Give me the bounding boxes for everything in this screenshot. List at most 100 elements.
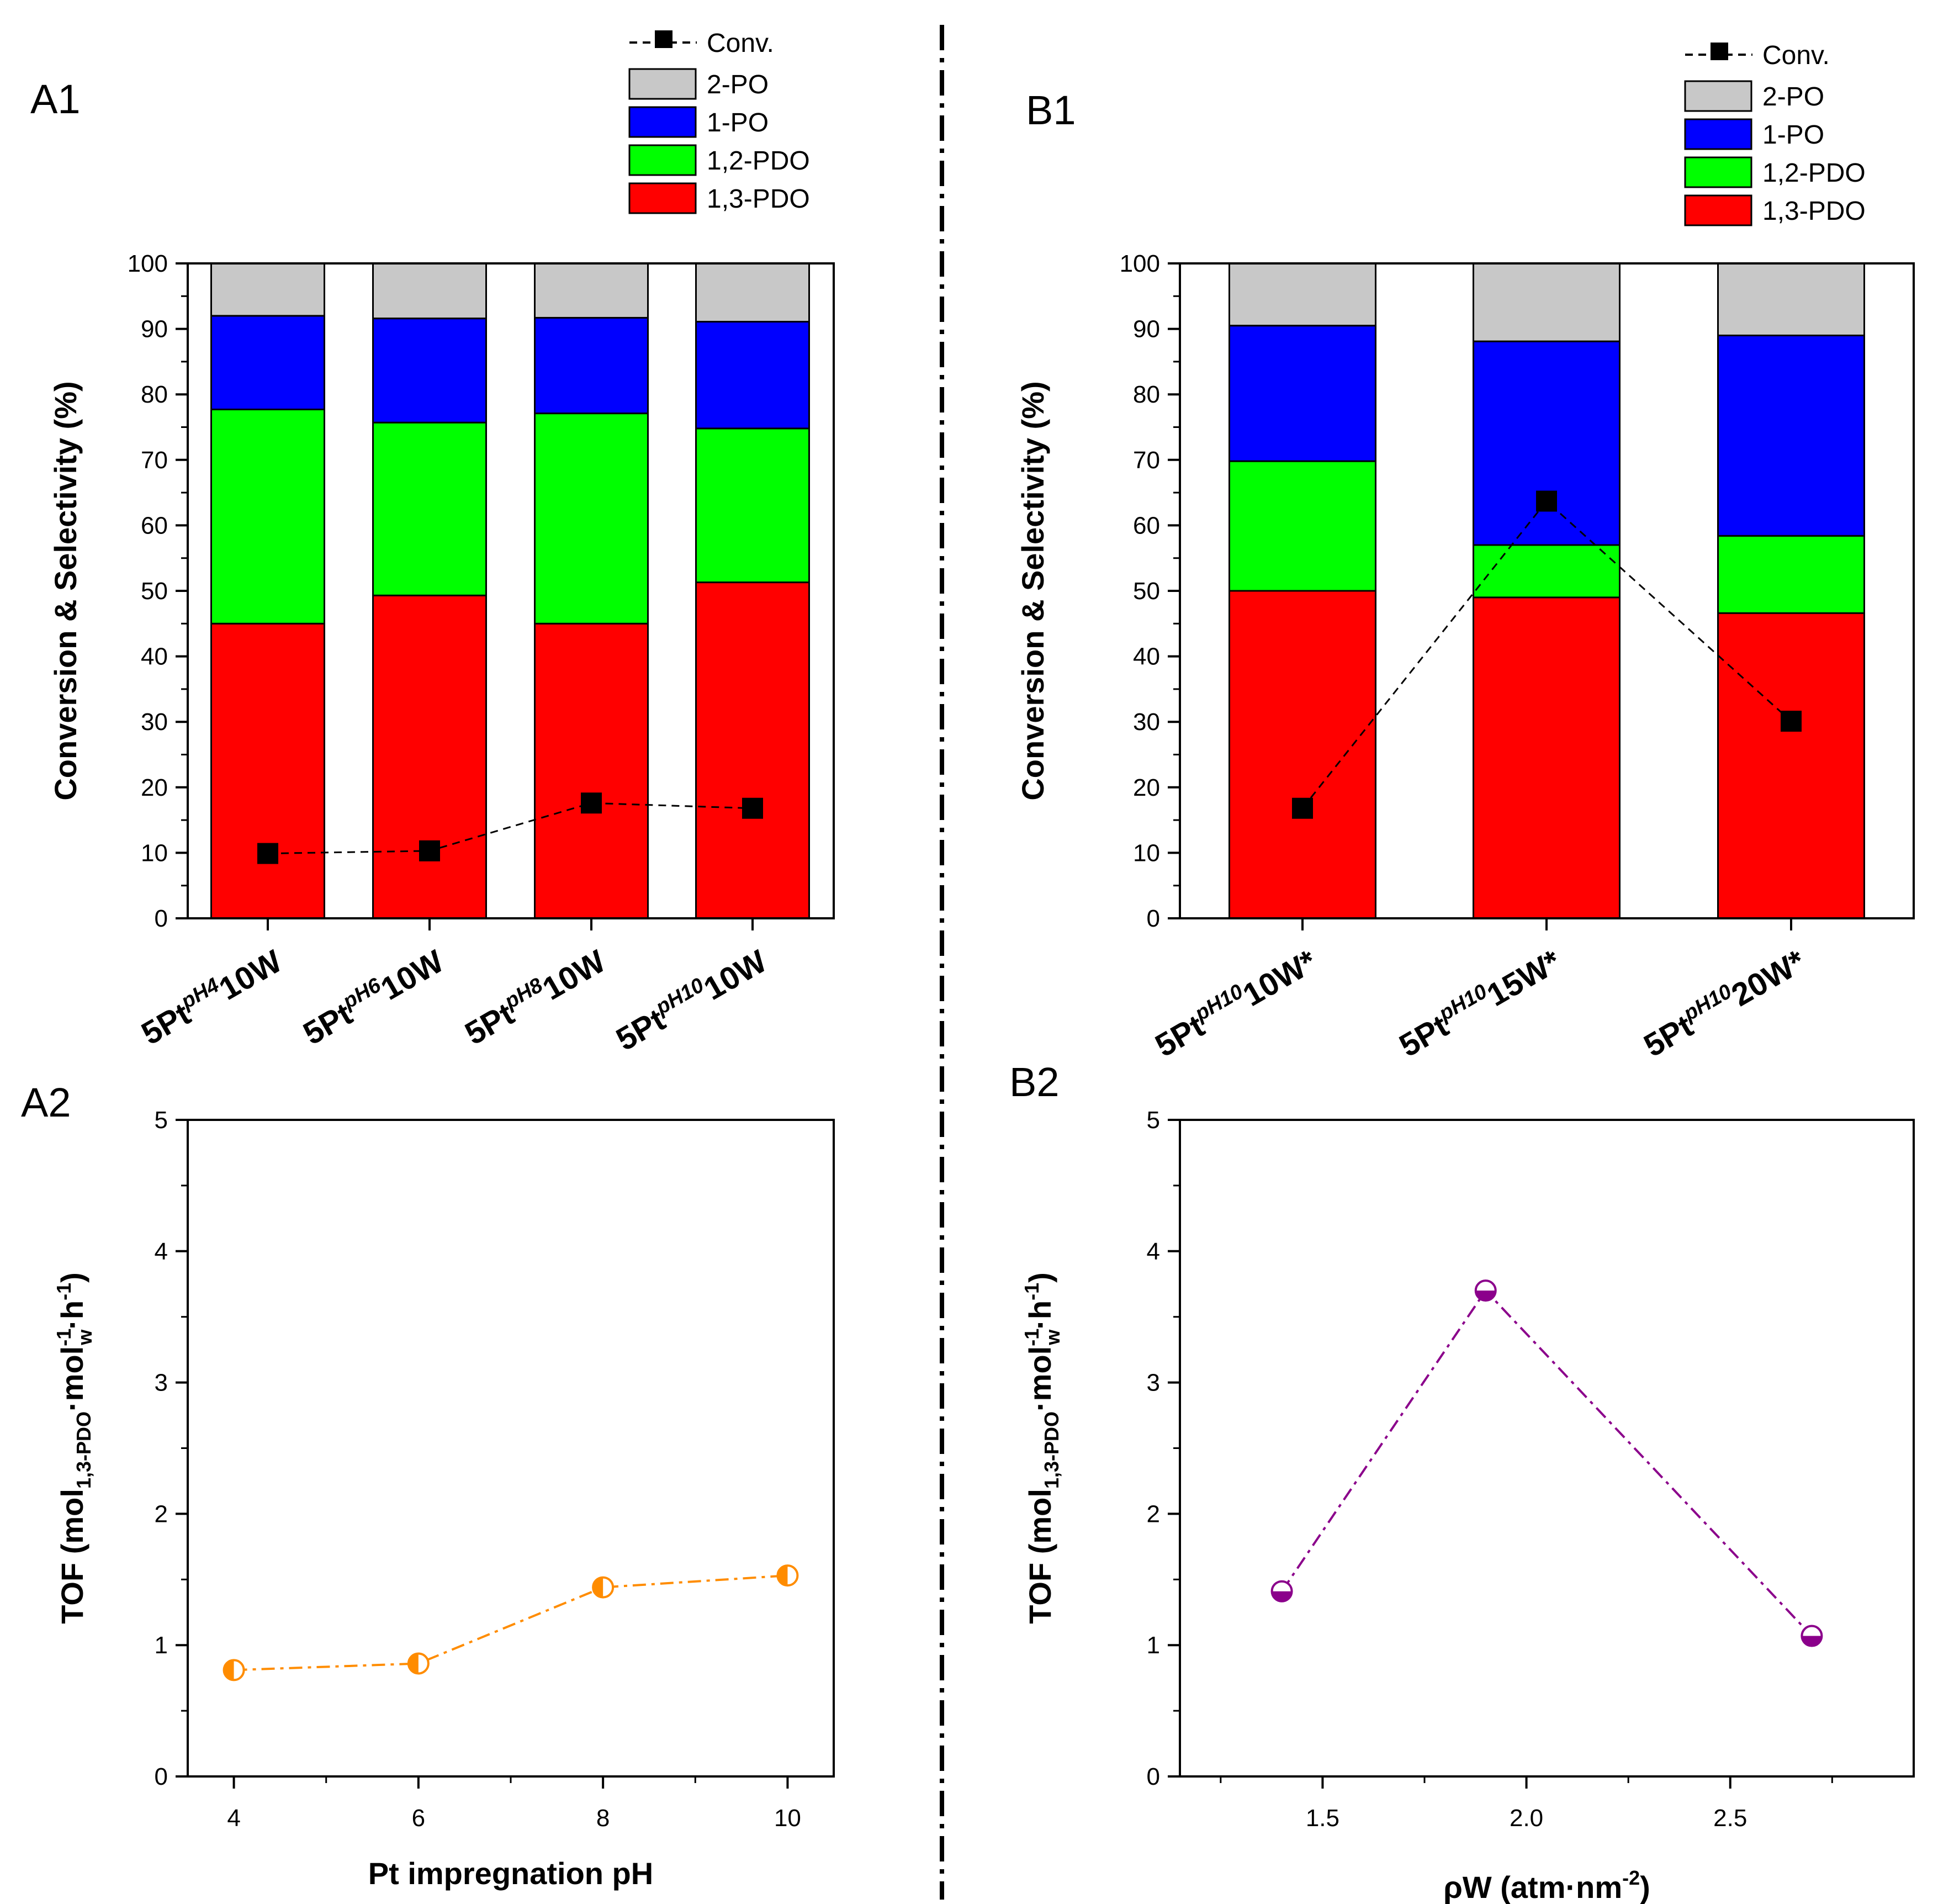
- y-tick-label: 2: [1147, 1500, 1160, 1527]
- y-axis-label: Conversion & Selectivity (%): [1015, 381, 1050, 800]
- data-point-half-fill: [224, 1660, 234, 1680]
- tof-line: [1280, 1288, 1813, 1637]
- y-tick-label: 10: [1133, 839, 1160, 866]
- y-tick-label: 20: [141, 774, 168, 801]
- conversion-point: [419, 840, 440, 861]
- y-tick-label: 30: [1133, 708, 1160, 736]
- x-category-label: 5PtpH1010W: [609, 941, 773, 1058]
- category-tail: 10W: [537, 943, 612, 1007]
- y-label-part: ·h: [1023, 1300, 1057, 1330]
- y-tick-label: 50: [141, 578, 168, 605]
- y-tick-label: 4: [1147, 1238, 1160, 1265]
- y-tick-label: 80: [1133, 381, 1160, 408]
- y-label-superscript: -1: [52, 1283, 75, 1300]
- category-superscript: pH10: [1190, 980, 1247, 1026]
- legend-label: Conv.: [707, 29, 774, 58]
- y-tick-label: 5: [1147, 1107, 1160, 1134]
- conversion-point: [581, 792, 602, 814]
- x-category-label: 5PtpH1015W*: [1392, 940, 1567, 1064]
- bar-segment: [1717, 612, 1865, 919]
- bar-segment: [1228, 460, 1376, 592]
- bar-segment: [695, 262, 810, 323]
- legend-label: Conv.: [1762, 41, 1830, 70]
- legend-swatch: [1684, 194, 1752, 226]
- x-tick-label: 2.5: [1713, 1805, 1747, 1832]
- x-category-label: 5PtpH810W: [458, 941, 612, 1052]
- bar-segment: [372, 594, 487, 919]
- conversion-point: [1536, 490, 1557, 512]
- y-tick-label: 4: [155, 1238, 168, 1265]
- y-axis-label: TOF (mol1,3-PDO·mol-1w·h-1): [52, 1272, 96, 1624]
- y-tick-label: 100: [1120, 250, 1160, 277]
- conversion-point: [1781, 711, 1802, 732]
- y-tick-label: 40: [141, 643, 168, 670]
- y-tick-label: 50: [1133, 578, 1160, 605]
- y-tick-label: 70: [1133, 447, 1160, 474]
- category-tail: 10W: [375, 943, 450, 1007]
- y-tick-label: 0: [1147, 905, 1160, 932]
- legend-swatch: [1684, 118, 1752, 150]
- conversion-point: [742, 797, 763, 819]
- bar-segment: [1717, 262, 1865, 336]
- y-tick-label: 90: [1133, 316, 1160, 343]
- legend-swatch: [628, 182, 697, 214]
- y-tick-label: 70: [141, 447, 168, 474]
- tof-line: [234, 1574, 788, 1672]
- bar-segment: [372, 421, 487, 596]
- category-tail: 10W*: [1237, 943, 1323, 1013]
- y-tick-label: 10: [141, 839, 168, 866]
- x-tick-label: 6: [412, 1805, 425, 1832]
- x-axis-label: ρW (atm·nm-2): [1443, 1866, 1650, 1904]
- y-tick-label: 0: [155, 1763, 168, 1790]
- x-tick-label: 1.5: [1306, 1805, 1339, 1832]
- y-tick-label: 0: [155, 905, 168, 932]
- data-point-half-fill: [1272, 1591, 1292, 1601]
- x-label-part: ): [1640, 1870, 1650, 1904]
- legend-marker-swatch: [655, 30, 672, 48]
- y-tick-label: 3: [155, 1369, 168, 1397]
- data-point-half-fill: [593, 1577, 603, 1598]
- x-label-part: ρW (atm·nm: [1443, 1870, 1622, 1904]
- x-category-label: 5PtpH610W: [296, 941, 450, 1052]
- bar-segment: [695, 581, 810, 919]
- x-label-superscript: -2: [1622, 1866, 1640, 1889]
- y-label-part: ·mol: [1023, 1346, 1057, 1411]
- conversion-point: [257, 843, 278, 864]
- data-point-half-fill: [1802, 1636, 1822, 1646]
- data-point-half-fill: [777, 1565, 788, 1586]
- y-tick-label: 2: [155, 1500, 168, 1527]
- legend-swatch: [628, 144, 697, 176]
- y-label-part: TOF (mol: [55, 1489, 89, 1624]
- y-label-subscript: 1,3-PDO: [72, 1411, 95, 1489]
- bar-segment: [1473, 262, 1621, 342]
- data-point-half-fill: [1475, 1291, 1496, 1301]
- legend-label: 1,3-PDO: [707, 184, 810, 214]
- bar-segment: [372, 262, 487, 320]
- conversion-point: [1292, 797, 1313, 819]
- x-category-label: 5PtpH1010W*: [1148, 940, 1323, 1064]
- legend-label: 1-PO: [1762, 120, 1824, 150]
- plot-frame: [1179, 262, 1915, 919]
- data-point-half-fill: [408, 1653, 419, 1674]
- bar-segment: [534, 622, 649, 919]
- y-tick-label: 1: [1147, 1632, 1160, 1659]
- legend-swatch: [1684, 80, 1752, 112]
- legend-marker-swatch: [1711, 43, 1728, 60]
- x-category-label: 5PtpH410W: [134, 941, 288, 1052]
- y-tick-label: 1: [155, 1632, 168, 1659]
- y-label-subscript: w: [1041, 1329, 1064, 1346]
- y-tick-label: 90: [141, 316, 168, 343]
- bar-segment: [372, 318, 487, 424]
- y-label-superscript: -1: [1020, 1283, 1043, 1300]
- y-tick-label: 40: [1133, 643, 1160, 670]
- legend-label: 2-PO: [1762, 82, 1824, 112]
- y-tick-label: 20: [1133, 774, 1160, 801]
- bar-segment: [1473, 340, 1621, 546]
- legend-label: 1-PO: [707, 108, 769, 137]
- y-axis-label: TOF (mol1,3-PDO·mol-1w·h-1): [1020, 1272, 1064, 1624]
- x-tick-label: 8: [596, 1805, 610, 1832]
- y-tick-label: 0: [1147, 1763, 1160, 1790]
- legend-label: 2-PO: [707, 70, 769, 99]
